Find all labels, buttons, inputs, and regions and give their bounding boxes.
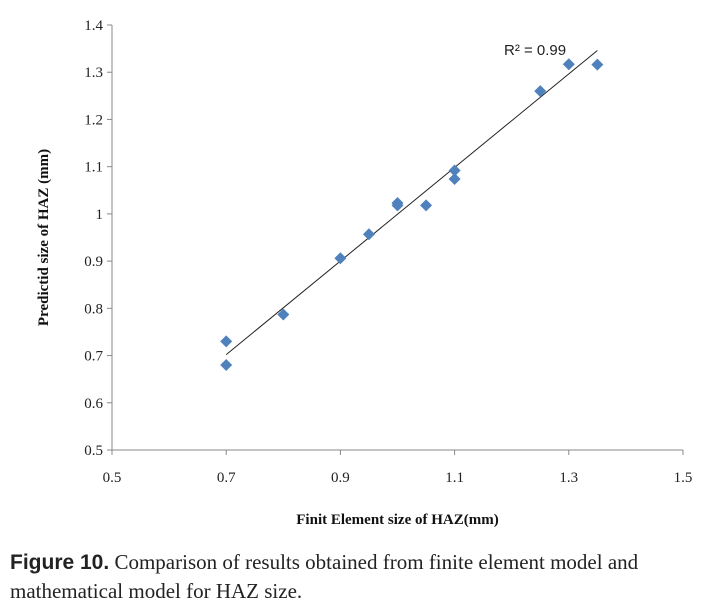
y-tick-label: 0.7	[84, 349, 103, 365]
x-tick-label: 0.9	[331, 470, 350, 486]
data-point	[420, 199, 433, 212]
r-squared-annotation: R² = 0.99	[504, 42, 566, 59]
data-point	[220, 335, 233, 348]
figure-caption-text: Comparison of results obtained from fini…	[10, 550, 639, 603]
data-point	[391, 199, 404, 212]
x-tick-label: 1.1	[445, 470, 464, 486]
figure-caption: Figure 10. Comparison of results obtaine…	[10, 548, 700, 605]
data-point	[362, 228, 375, 241]
data-point	[591, 58, 604, 71]
figure-caption-label: Figure 10.	[10, 551, 110, 574]
data-point	[448, 172, 461, 185]
y-tick-label: 1.4	[84, 18, 103, 34]
y-tick-label: 0.8	[84, 301, 103, 317]
y-tick-label: 1.1	[84, 160, 103, 176]
x-tick-label: 1.3	[559, 470, 578, 486]
data-point	[220, 359, 233, 371]
y-tick-label: 0.5	[84, 443, 103, 459]
x-tick-label: 0.7	[217, 470, 236, 486]
y-axis-title: Predictid size of HAZ (mm)	[36, 149, 52, 326]
y-tick-label: 1	[96, 207, 104, 223]
x-tick-label: 0.5	[103, 470, 122, 486]
y-tick-label: 1.3	[84, 65, 103, 81]
data-point	[562, 58, 575, 71]
data-point	[534, 85, 547, 98]
x-tick-label: 1.5	[674, 470, 693, 486]
data-point	[277, 308, 290, 321]
y-tick-label: 1.2	[84, 112, 103, 128]
y-tick-label: 0.6	[84, 396, 103, 412]
data-point	[334, 252, 347, 265]
y-tick-label: 0.9	[84, 254, 103, 270]
scatter-chart: 0.5 0.6 0.7 0.8 0.9 1 1.1 1.2 1.3 1.4 0.5 0.7 0.9 1.1…	[36, 18, 693, 528]
trendline	[225, 50, 598, 355]
data-point	[448, 164, 461, 177]
x-axis-title: Finit Element size of HAZ(mm)	[296, 512, 498, 528]
